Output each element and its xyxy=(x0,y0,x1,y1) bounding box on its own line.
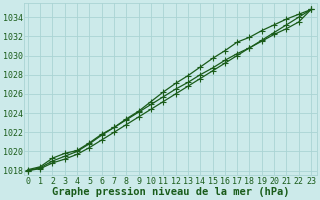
X-axis label: Graphe pression niveau de la mer (hPa): Graphe pression niveau de la mer (hPa) xyxy=(52,187,290,197)
